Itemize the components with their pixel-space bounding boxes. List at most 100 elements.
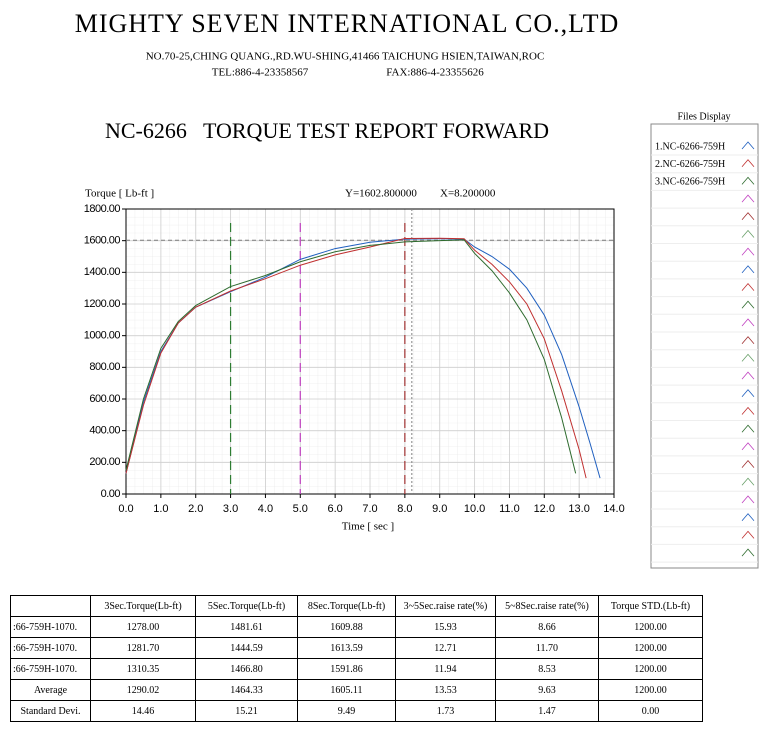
column-header: 3Sec.Torque(Lb-ft) <box>90 595 196 617</box>
y-tick-label: 800.00 <box>89 361 120 373</box>
table-cell: 1200.00 <box>598 658 703 680</box>
file-check <box>741 336 755 344</box>
table-cell: 1278.00 <box>90 616 196 638</box>
x-tick-label: 7.0 <box>362 503 377 515</box>
x-tick-label: 2.0 <box>188 503 203 515</box>
row-label: :66-759H-1070. <box>10 616 91 638</box>
file-check <box>741 318 755 327</box>
row-label: :66-759H-1070. <box>10 637 91 659</box>
table-cell: 9.49 <box>297 700 396 722</box>
file-check <box>741 495 755 504</box>
file-check <box>741 442 755 451</box>
data-row: :66-759H-1070. 1281.70 1444.59 1613.59 12.71… <box>10 637 703 659</box>
y-tick-label: 200.00 <box>89 456 120 468</box>
x-tick-label: 5.0 <box>293 503 308 515</box>
report: MIGHTY SEVEN INTERNATIONAL CO.,LTD NO.70… <box>75 9 759 569</box>
torque-curve <box>125 239 577 474</box>
table-cell: 12.71 <box>395 637 496 659</box>
column-header: 5~8Sec.raise rate(%) <box>495 595 599 617</box>
files-title: Files Display <box>677 111 730 122</box>
column-header: 5Sec.Torque(Lb-ft) <box>195 595 298 617</box>
file-check <box>741 141 755 150</box>
x-tick-label: 6.0 <box>327 503 342 515</box>
corner-cell <box>10 595 91 617</box>
results-table: 3Sec.Torque(Lb-ft) 5Sec.Torque(Lb-ft) 8Sec… <box>10 595 703 722</box>
torque-curve <box>125 237 587 479</box>
table-cell: 1200.00 <box>598 616 703 638</box>
table-cell: 14.46 <box>90 700 196 722</box>
data-row: Average 1290.02 1464.33 1605.11 13.53 9.63 120… <box>10 679 703 701</box>
table-cell: 1200.00 <box>598 679 703 701</box>
table-cell: 8.66 <box>495 616 599 638</box>
file-check <box>741 548 755 557</box>
table-cell: 1281.70 <box>90 637 196 659</box>
table-cell: 1200.00 <box>598 637 703 659</box>
file-check <box>741 194 755 203</box>
y-tick-label: 1200.00 <box>84 298 121 310</box>
table-cell: 1481.61 <box>195 616 298 638</box>
x-tick-label: 13.0 <box>568 503 589 515</box>
table-cell: 1.73 <box>395 700 496 722</box>
y-tick-label: 1800.00 <box>84 203 121 215</box>
file-check <box>741 159 755 167</box>
table-cell: 1444.59 <box>195 637 298 659</box>
table-cell: 13.53 <box>395 679 496 701</box>
file-check <box>741 265 755 274</box>
table-cell: 8.53 <box>495 658 599 680</box>
x-tick-label: 8.0 <box>397 503 412 515</box>
file-check <box>741 371 755 380</box>
x-tick-label: 10.0 <box>464 503 485 515</box>
table-cell: 0.00 <box>598 700 703 722</box>
y-tick-label: 400.00 <box>89 425 120 437</box>
file-check <box>741 176 755 185</box>
file-check <box>741 477 755 486</box>
x-tick-label: 12.0 <box>534 503 555 515</box>
y-tick-label: 1600.00 <box>84 235 121 247</box>
report-title: NC-6266 TORQUE TEST REPORT FORWARD <box>105 118 549 143</box>
file-item: 2.NC-6266-759H <box>655 159 725 170</box>
file-check <box>741 389 755 398</box>
plot-frame <box>125 208 615 495</box>
file-item: 1.NC-6266-759H <box>655 141 725 152</box>
table-cell: 15.93 <box>395 616 496 638</box>
table-cell: 1464.33 <box>195 679 298 701</box>
x-tick-label: 1.0 <box>153 503 168 515</box>
address: NO.70-25,CHING QUANG.,RD.WU-SHING,41466 … <box>146 51 545 63</box>
table-cell: 1.47 <box>495 700 599 722</box>
x-tick-label: 3.0 <box>223 503 238 515</box>
table-cell: 1466.80 <box>195 658 298 680</box>
file-item: 3.NC-6266-759H <box>655 177 725 188</box>
table-cell: 9.63 <box>495 679 599 701</box>
file-check <box>741 353 755 362</box>
table-cell: 11.94 <box>395 658 496 680</box>
cursor-x-label: X=8.200000 <box>440 188 496 200</box>
file-check <box>741 406 755 415</box>
x-tick-label: 4.0 <box>258 503 273 515</box>
row-label: Average <box>10 679 91 701</box>
x-tick-label: 14.0 <box>603 503 624 515</box>
data-row: Standard Devi. 14.46 15.21 9.49 1.73 1.47 0.00 <box>10 700 703 722</box>
file-check <box>741 229 755 238</box>
file-check <box>741 530 755 539</box>
file-check <box>741 282 755 291</box>
file-check <box>741 513 755 521</box>
data-row: :66-759H-1070. 1310.35 1466.80 1591.86 11.94… <box>10 658 703 680</box>
y-tick-label: 0.00 <box>101 488 121 500</box>
y-tick-label: 1400.00 <box>84 266 121 278</box>
files-panel <box>650 123 759 569</box>
file-check <box>741 247 755 256</box>
file-check <box>741 459 755 468</box>
table-cell: 1310.35 <box>90 658 196 680</box>
table-cell: 15.21 <box>195 700 298 722</box>
y-axis-title: Torque [ Lb-ft ] <box>85 188 154 200</box>
fax: FAX:886-4-23355626 <box>386 67 484 79</box>
table-cell: 1605.11 <box>297 679 396 701</box>
column-header: Torque STD.(Lb-ft) <box>598 595 703 617</box>
x-tick-label: 9.0 <box>432 503 447 515</box>
cursor-y-label: Y=1602.800000 <box>345 188 417 200</box>
header-row: 3Sec.Torque(Lb-ft) 5Sec.Torque(Lb-ft) 8Sec… <box>10 595 703 617</box>
row-label: :66-759H-1070. <box>10 658 91 680</box>
company-name: MIGHTY SEVEN INTERNATIONAL CO.,LTD <box>75 9 620 38</box>
x-tick-label: 0.0 <box>118 503 133 515</box>
